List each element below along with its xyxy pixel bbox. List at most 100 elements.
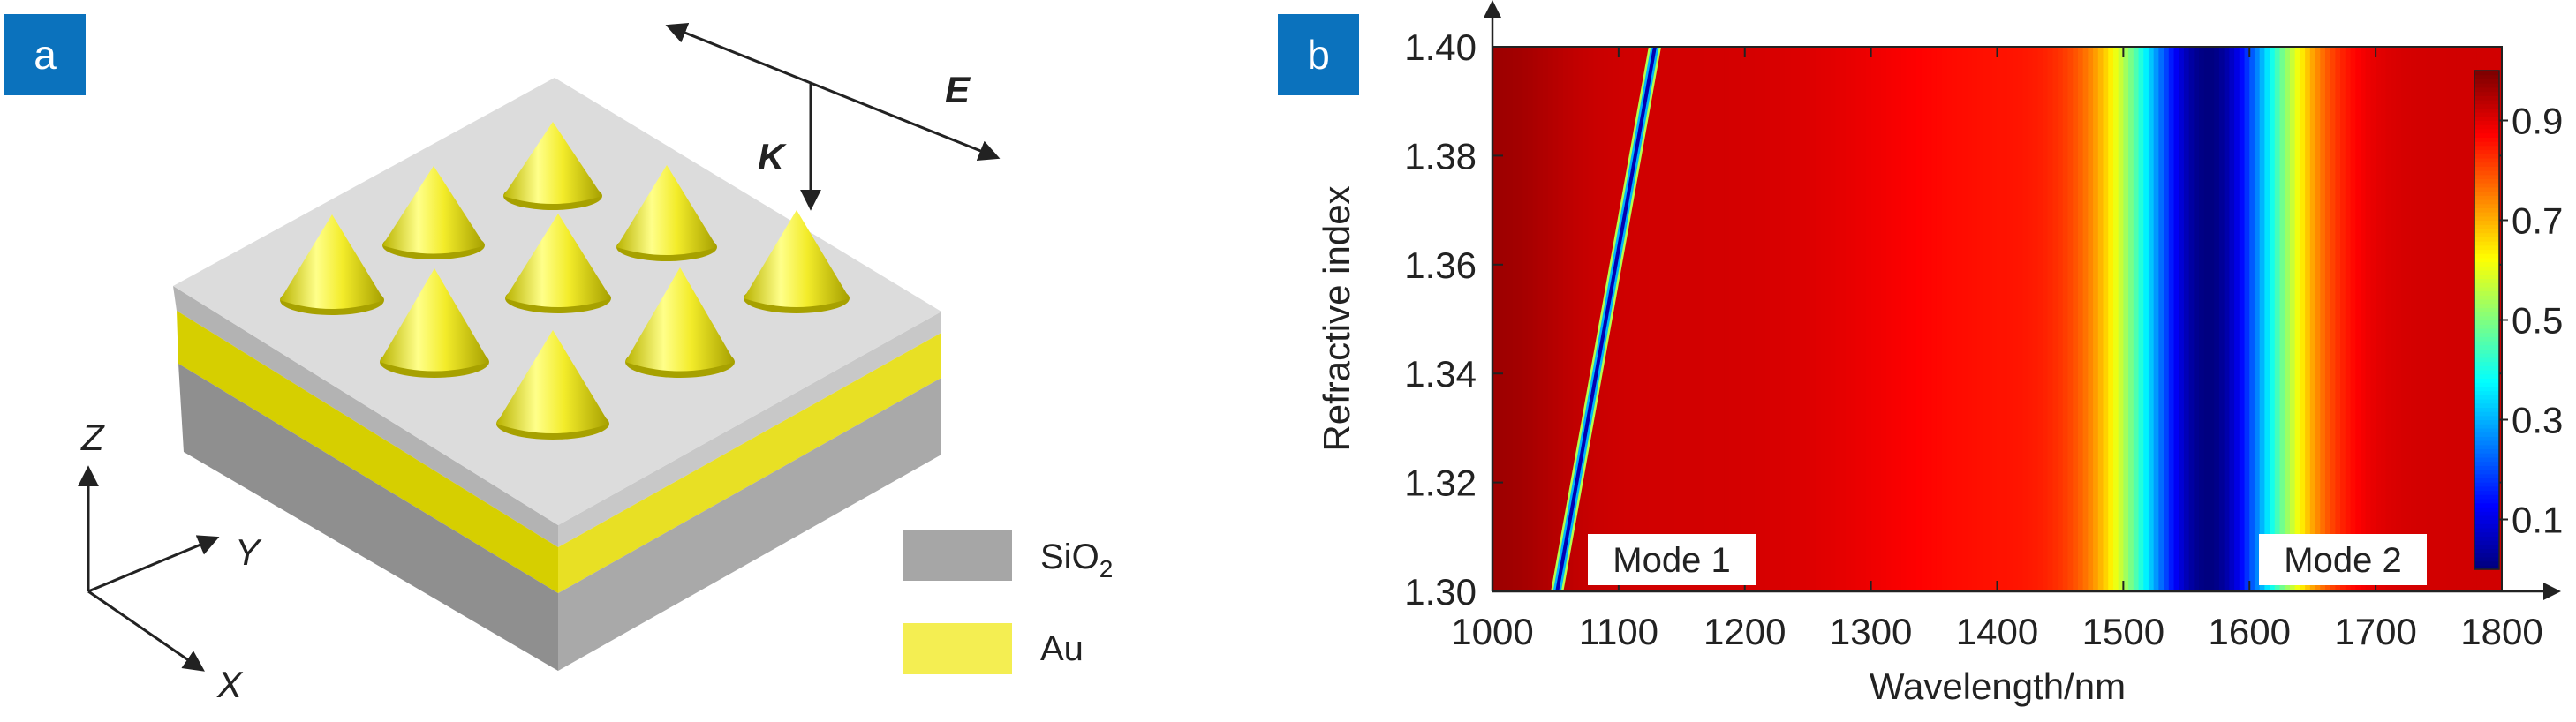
heatmap-cell <box>1658 47 1665 591</box>
heatmap-cell <box>1709 47 1716 591</box>
heatmap-cell <box>2052 47 2059 591</box>
heatmap-cell <box>2199 47 2205 591</box>
heatmap-cell <box>1719 47 1726 591</box>
heatmap-cell <box>2047 47 2053 591</box>
heatmap-cell <box>1906 47 1912 591</box>
heatmap-cell <box>2158 47 2164 591</box>
heatmap-cell <box>1971 47 1978 591</box>
gold-cone <box>744 210 850 313</box>
heatmap-cell <box>1664 47 1670 591</box>
heatmap-cell <box>2244 47 2250 591</box>
y-tick-label: 1.32 <box>1404 463 1477 504</box>
colorbar-segment <box>2474 91 2499 96</box>
heatmap-cell <box>1623 47 1629 591</box>
heatmap-cell <box>2103 47 2109 591</box>
colorbar-segment <box>2474 536 2499 541</box>
x-tick-label: 1100 <box>1579 611 1658 652</box>
colorbar-segment <box>2474 370 2499 375</box>
colorbar-segment <box>2474 498 2499 504</box>
heatmap-cell <box>1987 47 1993 591</box>
colorbar-segment <box>2474 456 2499 463</box>
heatmap-cell <box>2320 47 2326 591</box>
heatmap-cell <box>2391 47 2397 591</box>
heatmap-cell <box>2451 47 2458 591</box>
heatmap-cell <box>1613 47 1620 591</box>
heatmap-cell <box>1885 47 1892 591</box>
colorbar-tick-label: 0.7 <box>2512 200 2563 242</box>
heatmap-cell <box>1770 47 1776 591</box>
heatmap-cell <box>1684 47 1690 591</box>
colorbar-segment <box>2474 244 2499 251</box>
heatmap-cell <box>1861 47 1867 591</box>
colorbar-segment <box>2474 485 2499 492</box>
right-face-bottom-sio2 <box>558 378 941 671</box>
heatmap-cell <box>2350 47 2356 591</box>
heatmap-cell <box>2274 47 2281 591</box>
heatmap-cell <box>1800 47 1806 591</box>
heatmap-cell <box>1846 47 1852 591</box>
colorbar-segment <box>2474 137 2499 142</box>
colorbar-segment <box>2474 286 2499 292</box>
colorbar-segment <box>2474 327 2499 334</box>
mode1-label-box <box>1588 534 1756 585</box>
heatmap-cell <box>2395 47 2402 591</box>
colorbar-segment <box>2474 341 2499 346</box>
colorbar-segment <box>2474 482 2499 487</box>
colorbar-segment <box>2474 307 2499 312</box>
heatmap-cell <box>2300 47 2306 591</box>
colorbar-segment <box>2474 224 2499 229</box>
gold-cone <box>505 214 611 313</box>
wavevector-label: K <box>758 136 787 177</box>
colorbar-segment <box>2474 365 2499 371</box>
colorbar-segment <box>2474 444 2499 450</box>
y-tick-label: 1.34 <box>1404 353 1477 395</box>
heatmap-cell <box>2112 47 2119 591</box>
right-face-top-sio2 <box>558 312 941 547</box>
heatmap-cell <box>2456 47 2462 591</box>
heatmap-cell <box>1952 47 1958 591</box>
colorbar-segment <box>2474 108 2499 113</box>
colorbar-segment <box>2474 174 2499 180</box>
heatmap-cell <box>2436 47 2443 591</box>
x-tick-label: 1400 <box>1956 611 2038 652</box>
heatmap-cell <box>2138 47 2144 591</box>
heatmap-cell <box>2249 47 2255 591</box>
heatmap-cell <box>2279 47 2285 591</box>
colorbar-segment <box>2474 382 2499 387</box>
colorbar-segment <box>2474 170 2499 176</box>
heatmap-cell <box>1558 47 1564 591</box>
heatmap-cell <box>1881 47 1887 591</box>
heatmap-cell <box>1649 47 1655 591</box>
colorbar-segment <box>2474 141 2499 147</box>
coordinate-axes <box>78 465 220 672</box>
gold-cone <box>280 214 384 315</box>
colorbar-segment <box>2474 166 2499 171</box>
heatmap-cell <box>1835 47 1841 591</box>
colorbar-segment <box>2474 344 2499 350</box>
heatmap-cell <box>1759 47 1766 591</box>
heatmap-cell <box>2062 47 2069 591</box>
heatmap-cell <box>1810 47 1817 591</box>
heatmap-cell <box>2108 47 2114 591</box>
heatmap-cell <box>1991 47 1998 591</box>
heatmap-cell <box>2218 47 2225 591</box>
heatmap-cell <box>1679 47 1685 591</box>
colorbar-segment <box>2474 290 2499 296</box>
colorbar-segment <box>2474 432 2499 437</box>
heatmap-cell <box>2239 47 2246 591</box>
colorbar-segment <box>2474 199 2499 205</box>
heatmap-cell <box>2067 47 2074 591</box>
colorbar-segment <box>2474 519 2499 524</box>
heatmap-cell <box>1628 47 1635 591</box>
panel-b-badge: b <box>1278 14 1359 95</box>
colorbar-segment <box>2474 415 2499 421</box>
heatmap-cell <box>2254 47 2261 591</box>
colorbar-segment <box>2474 373 2499 380</box>
colorbar-segment <box>2474 511 2499 516</box>
colorbar-segment <box>2474 183 2499 188</box>
colorbar-segment <box>2474 395 2499 400</box>
heatmap-cell <box>2415 47 2422 591</box>
colorbar-segment <box>2474 515 2499 521</box>
colorbar-segment <box>2474 298 2499 305</box>
legend-swatch-au <box>903 623 1012 674</box>
